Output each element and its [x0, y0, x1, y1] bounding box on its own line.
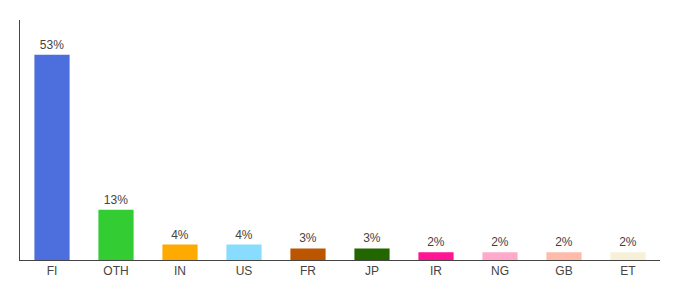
svg-text:2%: 2%: [619, 235, 637, 249]
svg-text:3%: 3%: [363, 231, 381, 245]
svg-text:JP: JP: [365, 264, 379, 278]
svg-text:FR: FR: [300, 264, 316, 278]
svg-text:2%: 2%: [491, 235, 509, 249]
svg-text:GB: GB: [555, 264, 572, 278]
svg-text:2%: 2%: [427, 235, 445, 249]
svg-text:US: US: [236, 264, 253, 278]
svg-text:4%: 4%: [235, 228, 253, 242]
svg-text:2%: 2%: [555, 235, 573, 249]
svg-text:IN: IN: [174, 264, 186, 278]
svg-text:OTH: OTH: [103, 264, 128, 278]
svg-text:FI: FI: [47, 264, 58, 278]
svg-text:NG: NG: [491, 264, 509, 278]
svg-text:4%: 4%: [171, 228, 189, 242]
svg-text:13%: 13%: [104, 193, 128, 207]
svg-text:3%: 3%: [299, 231, 317, 245]
svg-text:IR: IR: [430, 264, 442, 278]
svg-text:ET: ET: [620, 264, 636, 278]
svg-text:53%: 53%: [40, 38, 64, 52]
